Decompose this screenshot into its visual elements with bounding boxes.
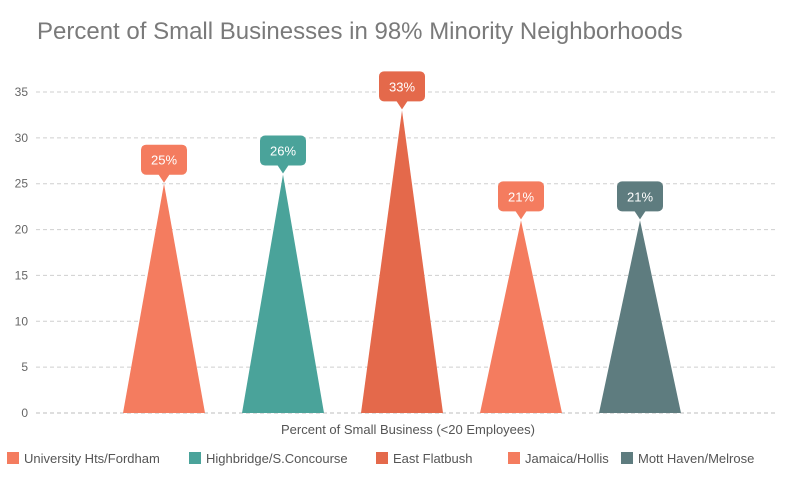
legend-item: Highbridge/S.Concourse xyxy=(189,451,348,466)
legend-item: Mott Haven/Melrose xyxy=(621,451,754,466)
bar xyxy=(242,174,324,413)
y-tick-label: 25 xyxy=(15,177,29,191)
data-label-box xyxy=(260,135,306,166)
legend-item: Jamaica/Hollis xyxy=(508,451,609,466)
bar xyxy=(480,220,562,413)
legend-swatch xyxy=(621,452,633,464)
legend-swatch xyxy=(189,452,201,464)
legend-label: Mott Haven/Melrose xyxy=(638,451,754,466)
data-labels: 25% 26% 33% 21% 21% xyxy=(141,71,663,220)
data-label-pointer xyxy=(158,173,170,183)
y-tick-label: 30 xyxy=(15,131,29,145)
data-label-pointer xyxy=(277,164,289,174)
data-label-text: 21% xyxy=(508,189,534,204)
legend-swatch xyxy=(508,452,520,464)
data-label-pointer xyxy=(396,100,408,110)
data-label-text: 33% xyxy=(389,79,415,94)
data-label: 21% xyxy=(498,181,544,220)
bars xyxy=(123,110,681,413)
data-label-text: 21% xyxy=(627,189,653,204)
y-tick-label: 5 xyxy=(21,360,28,374)
data-label-box xyxy=(379,71,425,102)
y-tick-label: 35 xyxy=(15,85,29,99)
data-label-box xyxy=(617,181,663,212)
bar xyxy=(123,183,205,413)
y-tick-label: 10 xyxy=(15,314,29,328)
bar xyxy=(599,220,681,413)
data-label: 21% xyxy=(617,181,663,220)
bar xyxy=(361,110,443,413)
legend-swatch xyxy=(376,452,388,464)
data-label: 25% xyxy=(141,144,187,183)
legend-label: Highbridge/S.Concourse xyxy=(206,451,348,466)
legend-item: East Flatbush xyxy=(376,451,473,466)
chart-title: Percent of Small Businesses in 98% Minor… xyxy=(37,18,683,45)
data-label-pointer xyxy=(515,210,527,220)
legend-label: University Hts/Fordham xyxy=(24,451,160,466)
data-label-text: 25% xyxy=(151,153,177,168)
data-label-box xyxy=(498,181,544,212)
y-axis: 0 5 10 15 20 25 30 35 xyxy=(15,85,29,420)
y-tick-label: 20 xyxy=(15,223,29,237)
data-label: 33% xyxy=(379,71,425,110)
x-axis-label: Percent of Small Business (<20 Employees… xyxy=(281,422,535,437)
data-label: 26% xyxy=(260,135,306,174)
data-label-box xyxy=(141,144,187,175)
data-label-text: 26% xyxy=(270,144,296,159)
data-label-pointer xyxy=(634,210,646,220)
legend-swatch xyxy=(7,452,19,464)
legend-label: Jamaica/Hollis xyxy=(525,451,609,466)
y-tick-label: 0 xyxy=(21,406,28,420)
y-tick-label: 15 xyxy=(15,268,29,282)
legend: University Hts/Fordham Highbridge/S.Conco… xyxy=(7,451,754,466)
legend-item: University Hts/Fordham xyxy=(7,451,160,466)
legend-label: East Flatbush xyxy=(393,451,473,466)
